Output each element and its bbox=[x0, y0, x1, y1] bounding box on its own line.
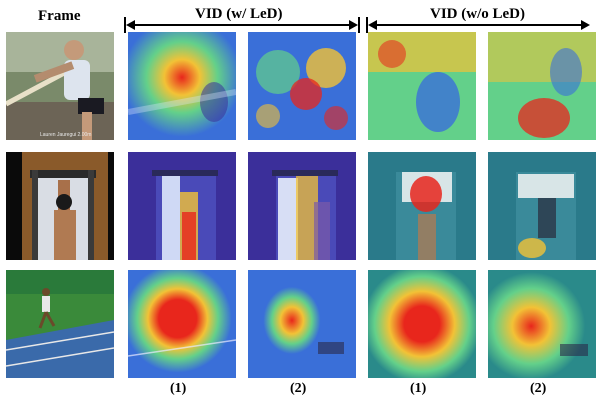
heatmap-row-1-with-led-2 bbox=[248, 32, 356, 140]
heatmap-row-2-without-led-2 bbox=[488, 152, 596, 260]
heatmap-row-3-with-led-1 bbox=[128, 270, 236, 378]
column-label-without-led-2: (2) bbox=[530, 381, 547, 396]
group-title-with-led: VID (w/ LeD) bbox=[195, 6, 283, 22]
heatmap-row-3-with-led-2 bbox=[248, 270, 356, 378]
heatmap-row-3-without-led-1 bbox=[368, 270, 476, 378]
heatmap-row-2-without-led-1 bbox=[368, 152, 476, 260]
heatmap-row-1-without-led-2 bbox=[488, 32, 596, 140]
heatmap-row-3-without-led-2 bbox=[488, 270, 596, 378]
frame-row-2 bbox=[6, 152, 114, 260]
column-label-without-led-1: (1) bbox=[410, 381, 427, 396]
column-label-with-led-2: (2) bbox=[290, 381, 307, 396]
heatmap-row-1-without-led-1 bbox=[368, 32, 476, 140]
heatmap-row-1-with-led-1 bbox=[128, 32, 236, 140]
frame-row-1: Lauren Jauregui 2.00m bbox=[6, 32, 114, 140]
frame-caption: Lauren Jauregui 2.00m bbox=[40, 132, 92, 138]
frame-row-3 bbox=[6, 270, 114, 378]
group-title-without-led: VID (w/o LeD) bbox=[430, 6, 525, 22]
frame-column-title: Frame bbox=[38, 8, 81, 24]
column-label-with-led-1: (1) bbox=[170, 381, 187, 396]
heatmap-row-2-with-led-2 bbox=[248, 152, 356, 260]
heatmap-row-2-with-led-1 bbox=[128, 152, 236, 260]
